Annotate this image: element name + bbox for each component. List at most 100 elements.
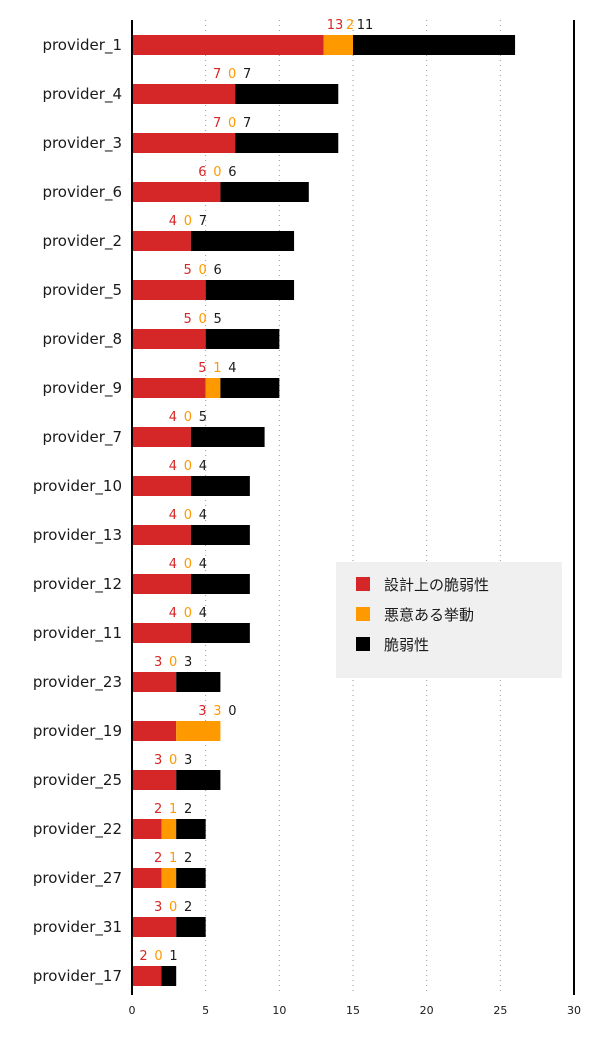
bar-provider_7-series-2 (190, 427, 265, 447)
category-label-provider_22: provider_22 (33, 820, 122, 839)
value-label-provider_12-series-2: 4 (199, 557, 207, 572)
value-label-provider_22-series-2: 2 (184, 802, 192, 817)
value-label-provider_9-series-0: 5 (198, 361, 206, 376)
legend-swatch-2 (356, 637, 370, 651)
value-label-provider_27-series-0: 2 (154, 851, 162, 866)
value-label-provider_25-series-0: 3 (154, 753, 162, 768)
category-label-provider_3: provider_3 (42, 134, 122, 153)
bar-provider_17-series-2 (161, 966, 177, 986)
value-label-provider_17-series-2: 1 (169, 949, 177, 964)
category-label-provider_9: provider_9 (42, 379, 122, 398)
value-label-provider_19-series-1: 3 (213, 704, 221, 719)
value-label-provider_9-series-1: 1 (213, 361, 221, 376)
bar-layer (132, 35, 516, 986)
bar-provider_1-series-1 (323, 35, 353, 55)
value-label-provider_19-series-0: 3 (198, 704, 206, 719)
value-label-provider_12-series-1: 0 (184, 557, 192, 572)
category-label-provider_27: provider_27 (33, 869, 122, 888)
value-label-provider_27-series-1: 1 (169, 851, 177, 866)
bar-provider_27-series-1 (161, 868, 177, 888)
value-label-provider_3-series-1: 0 (228, 116, 236, 131)
value-label-provider_2-series-0: 4 (169, 214, 177, 229)
bar-provider_4-series-2 (235, 84, 339, 104)
bar-provider_6-series-0 (132, 182, 221, 202)
bar-provider_12-series-0 (132, 574, 191, 594)
bar-provider_27-series-2 (176, 868, 206, 888)
value-label-provider_23-series-2: 3 (184, 655, 192, 670)
bar-provider_8-series-2 (205, 329, 280, 349)
value-label-provider_17-series-0: 2 (139, 949, 147, 964)
bar-provider_17-series-0 (132, 966, 162, 986)
x-tick-label-20: 20 (420, 1004, 434, 1017)
value-label-provider_31-series-0: 3 (154, 900, 162, 915)
value-label-provider_17-series-1: 0 (154, 949, 162, 964)
bar-provider_10-series-0 (132, 476, 191, 496)
value-label-provider_2-series-1: 0 (184, 214, 192, 229)
x-tick-label-25: 25 (493, 1004, 507, 1017)
value-label-provider_2-series-2: 7 (199, 214, 207, 229)
value-label-provider_8-series-0: 5 (184, 312, 192, 327)
category-label-provider_5: provider_5 (42, 281, 122, 300)
category-label-provider_31: provider_31 (33, 918, 122, 937)
value-label-provider_22-series-1: 1 (169, 802, 177, 817)
bar-provider_13-series-0 (132, 525, 191, 545)
value-label-provider_25-series-2: 3 (184, 753, 192, 768)
value-label-provider_8-series-2: 5 (214, 312, 222, 327)
bar-provider_25-series-2 (176, 770, 221, 790)
category-label-provider_12: provider_12 (33, 575, 122, 594)
value-label-provider_27-series-2: 2 (184, 851, 192, 866)
value-label-provider_3-series-2: 7 (243, 116, 251, 131)
category-label-provider_13: provider_13 (33, 526, 122, 545)
bar-provider_11-series-2 (190, 623, 250, 643)
value-label-provider_23-series-1: 0 (169, 655, 177, 670)
category-label-provider_1: provider_1 (42, 36, 122, 55)
legend-swatch-0 (356, 577, 370, 591)
bar-provider_3-series-2 (235, 133, 339, 153)
value-label-provider_1-series-1: 2 (346, 18, 354, 33)
bar-provider_2-series-2 (190, 231, 295, 251)
x-tick-label-15: 15 (346, 1004, 360, 1017)
value-label-provider_31-series-1: 0 (169, 900, 177, 915)
category-label-provider_19: provider_19 (33, 722, 122, 741)
bar-provider_1-series-0 (132, 35, 324, 55)
bar-provider_25-series-0 (132, 770, 177, 790)
bar-provider_22-series-2 (176, 819, 206, 839)
legend-label-1: 悪意ある挙動 (384, 606, 474, 624)
bar-provider_3-series-0 (132, 133, 236, 153)
bar-provider_23-series-0 (132, 672, 177, 692)
value-label-provider_10-series-0: 4 (169, 459, 177, 474)
value-label-provider_5-series-2: 6 (214, 263, 222, 278)
category-label-provider_7: provider_7 (42, 428, 122, 447)
category-label-provider_11: provider_11 (33, 624, 122, 643)
value-label-provider_3-series-0: 7 (213, 116, 221, 131)
bar-provider_9-series-2 (220, 378, 280, 398)
value-label-provider_7-series-2: 5 (199, 410, 207, 425)
bar-provider_8-series-0 (132, 329, 206, 349)
value-label-provider_4-series-1: 0 (228, 67, 236, 82)
value-label-provider_12-series-0: 4 (169, 557, 177, 572)
category-label-provider_8: provider_8 (42, 330, 122, 349)
bar-provider_10-series-2 (190, 476, 250, 496)
value-label-provider_11-series-1: 0 (184, 606, 192, 621)
category-label-provider_4: provider_4 (42, 85, 122, 104)
x-tick-label-10: 10 (272, 1004, 286, 1017)
legend-swatch-1 (356, 607, 370, 621)
value-label-provider_11-series-0: 4 (169, 606, 177, 621)
bar-provider_7-series-0 (132, 427, 191, 447)
bar-provider_6-series-2 (220, 182, 309, 202)
bar-provider_9-series-0 (132, 378, 206, 398)
value-label-provider_13-series-1: 0 (184, 508, 192, 523)
category-label-provider_23: provider_23 (33, 673, 122, 692)
legend-label-0: 設計上の脆弱性 (384, 576, 489, 594)
value-label-provider_25-series-1: 0 (169, 753, 177, 768)
value-label-provider_4-series-0: 7 (213, 67, 221, 82)
value-label-provider_6-series-2: 6 (228, 165, 236, 180)
category-label-provider_2: provider_2 (42, 232, 122, 251)
bar-provider_22-series-0 (132, 819, 162, 839)
bar-provider_31-series-2 (176, 917, 206, 937)
bar-provider_5-series-2 (205, 280, 295, 300)
value-label-provider_19-series-2: 0 (228, 704, 236, 719)
category-label-provider_25: provider_25 (33, 771, 122, 790)
